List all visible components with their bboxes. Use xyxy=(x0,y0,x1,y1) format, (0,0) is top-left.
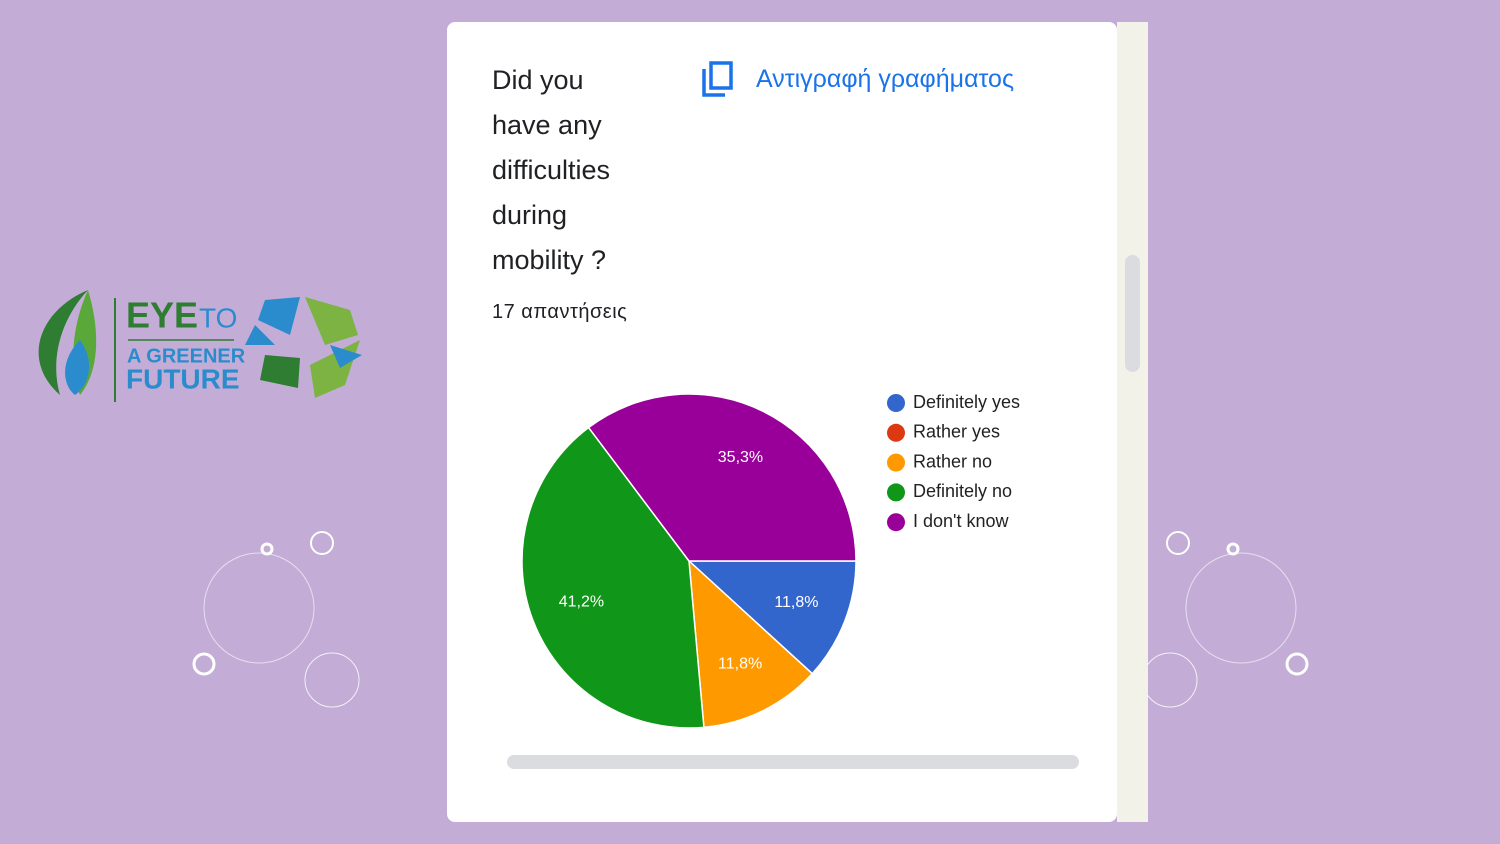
side-strip xyxy=(1117,22,1148,822)
circles xyxy=(192,531,1309,708)
logo-line3: FUTURE xyxy=(126,363,240,394)
vertical-scrollbar[interactable] xyxy=(1125,255,1140,372)
logo-line2: A GREENER xyxy=(127,345,246,367)
logo: EYE TO A GREENER FUTURE xyxy=(38,290,362,402)
logo-eye: EYE xyxy=(126,295,198,336)
legend-swatch xyxy=(887,394,905,412)
pie-slice xyxy=(521,426,705,729)
question-title: Did you have any difficulties during mob… xyxy=(492,65,611,275)
pie-slice xyxy=(587,393,857,562)
legend-swatch xyxy=(887,423,905,442)
slice-label: 11,8% xyxy=(774,594,818,611)
responses-count: 17 απαντήσεις xyxy=(492,301,628,323)
pie-slice xyxy=(687,560,857,675)
pie-slice xyxy=(688,559,814,729)
legend-label: Definitely no xyxy=(913,481,1012,501)
legend-label: Rather yes xyxy=(913,422,1000,442)
slice-label: 41,2% xyxy=(559,594,604,611)
copy-chart-button[interactable]: Αντιγραφή γραφήματος xyxy=(700,60,1014,98)
copy-icon xyxy=(702,61,733,97)
slice-label: 11,8% xyxy=(718,655,762,672)
logo-to: TO xyxy=(199,302,237,333)
copy-chart-label[interactable]: Αντιγραφή γραφήματος xyxy=(756,64,1015,93)
pie-chart: 11,8% 11,8% 41,2% 35,3% Definitely yes Rather… xyxy=(521,392,1020,729)
legend-label: I don't know xyxy=(913,511,1009,531)
horizontal-scrollbar[interactable] xyxy=(507,755,1079,769)
legend-swatch xyxy=(887,453,905,472)
legend-swatch xyxy=(887,513,905,532)
legend-swatch xyxy=(887,483,905,502)
legend-label: Rather no xyxy=(913,451,992,471)
slice-label: 35,3% xyxy=(718,449,763,466)
legend-label: Definitely yes xyxy=(913,392,1020,412)
